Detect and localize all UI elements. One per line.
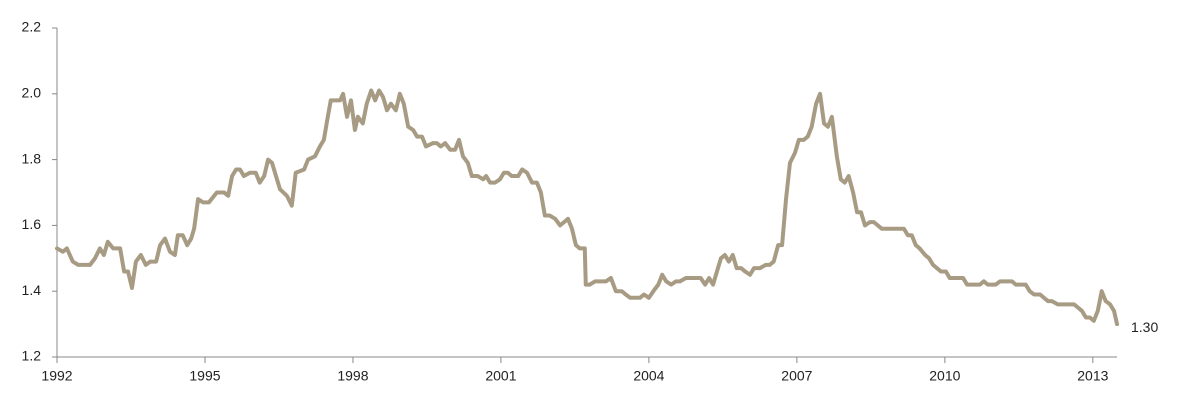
y-tick-label: 1.6 <box>22 216 42 232</box>
y-tick-label: 1.2 <box>22 348 42 364</box>
x-tick-label: 2013 <box>1077 368 1108 384</box>
x-tick-label: 2001 <box>485 368 516 384</box>
data-line <box>55 88 1119 327</box>
y-tick-label: 1.4 <box>22 282 42 298</box>
x-tick-label: 1992 <box>41 368 72 384</box>
x-tick-label: 2010 <box>929 368 960 384</box>
y-tick-label: 2.0 <box>22 85 42 101</box>
y-tick-label: 1.8 <box>22 150 42 166</box>
x-tick-label: 1998 <box>337 368 368 384</box>
x-tick-label: 2004 <box>633 368 664 384</box>
end-value-label: 1.30 <box>1131 319 1158 335</box>
x-tick-label: 1995 <box>189 368 220 384</box>
x-tick-label: 2007 <box>781 368 812 384</box>
y-tick-label: 2.2 <box>22 19 42 35</box>
